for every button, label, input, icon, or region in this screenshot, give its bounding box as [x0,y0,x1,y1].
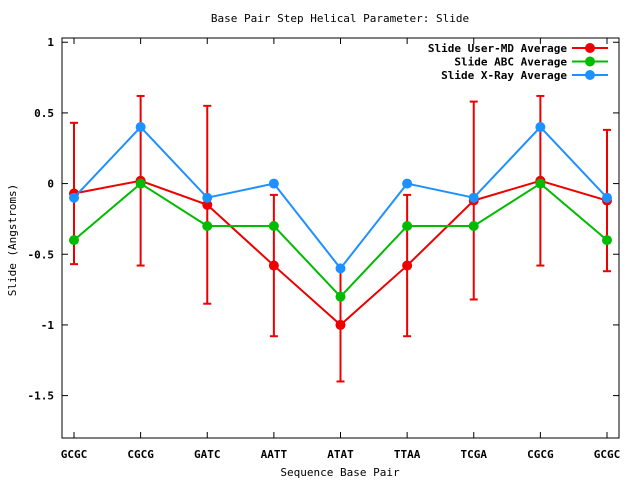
y-ticks: 1 0.5 0 -0.5 -1 -1.5 [28,36,619,403]
data-point [335,319,346,330]
data-point [202,192,213,203]
x-tick-label: TCGA [461,448,488,461]
x-axis-label: Sequence Base Pair [280,466,400,479]
data-point [535,122,546,133]
y-tick-label: 0 [47,178,54,191]
data-point [135,122,146,133]
legend-label: Slide ABC Average [454,56,567,69]
x-tick-label: GATC [194,448,221,461]
data-point [268,220,279,231]
data-point [402,220,413,231]
data-point [268,260,279,271]
series-0 [69,94,612,383]
data-point [535,178,546,189]
data-point [602,192,612,203]
data-point [402,260,413,271]
series-1 [69,178,612,302]
series-2 [69,122,612,274]
data-point [468,192,479,203]
y-axis-label: Slide (Angstroms) [6,184,19,297]
x-tick-label: AATT [261,448,288,461]
legend-item: Slide ABC Average [454,56,608,69]
y-tick-label: -1 [41,319,55,332]
y-tick-label: -0.5 [28,248,55,261]
data-point [69,192,79,203]
legend-marker [585,43,595,53]
x-tick-label: TTAA [394,448,421,461]
legend-marker [585,70,595,80]
legend-item: Slide X-Ray Average [441,69,608,82]
legend-label: Slide X-Ray Average [441,69,567,82]
data-point [268,178,279,189]
y-tick-label: 0.5 [34,107,54,120]
data-point [135,178,146,189]
data-point [69,235,79,246]
x-ticks: GCGC CGCG GATC AATT ATAT TTAA TCGA CGCG GCGC [61,38,621,461]
data-point [335,263,346,274]
y-tick-label: -1.5 [28,390,55,403]
data-point [468,220,479,231]
x-tick-label: GCGC [594,448,621,461]
legend-marker [585,56,595,67]
y-tick-label: 1 [47,36,54,49]
x-tick-label: GCGC [61,448,88,461]
data-point [335,291,346,302]
x-tick-label: ATAT [327,448,354,461]
x-tick-label: CGCG [127,448,154,461]
x-tick-label: CGCG [527,448,554,461]
data-point [202,220,213,231]
series-line [73,125,608,271]
legend-item: Slide User-MD Average [428,42,608,55]
chart-title: Base Pair Step Helical Parameter: Slide [211,12,469,25]
legend-label: Slide User-MD Average [428,42,567,55]
series-group [69,94,612,383]
data-point [402,178,413,189]
data-point [202,199,213,210]
data-point [602,235,612,246]
